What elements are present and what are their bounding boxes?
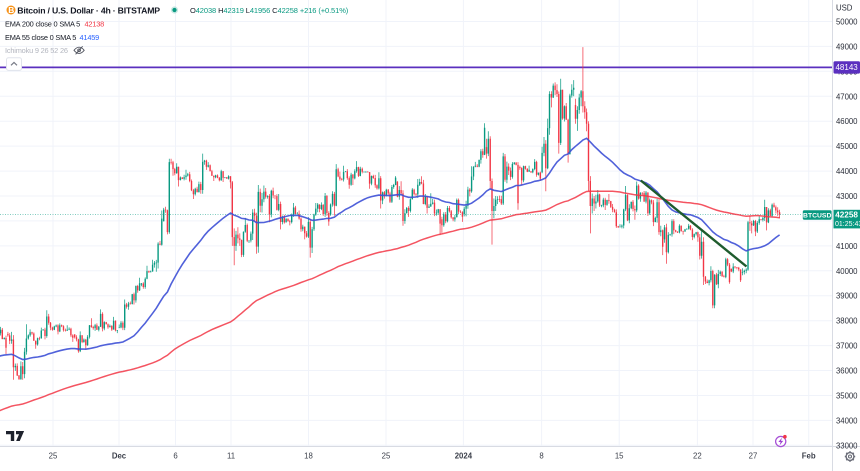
svg-text:40000: 40000: [836, 267, 858, 276]
svg-text:47000: 47000: [836, 92, 858, 101]
svg-text:45000: 45000: [836, 142, 858, 151]
svg-text:35000: 35000: [836, 392, 858, 401]
svg-text:Feb: Feb: [802, 452, 816, 461]
svg-text:15: 15: [615, 452, 624, 461]
svg-text:USD: USD: [836, 4, 853, 13]
svg-text:39000: 39000: [836, 292, 858, 301]
svg-text:8: 8: [539, 452, 543, 461]
svg-text:01:25:43: 01:25:43: [835, 221, 860, 228]
svg-text:38000: 38000: [836, 317, 858, 326]
svg-text:2024: 2024: [455, 452, 473, 461]
svg-text:43000: 43000: [836, 192, 858, 201]
svg-text:36000: 36000: [836, 367, 858, 376]
svg-text:44000: 44000: [836, 167, 858, 176]
svg-text:49000: 49000: [836, 42, 858, 51]
svg-text:25: 25: [382, 452, 391, 461]
svg-text:11: 11: [227, 452, 235, 461]
svg-text:B: B: [8, 5, 14, 15]
svg-text:33000: 33000: [836, 441, 858, 450]
svg-text:22: 22: [693, 452, 702, 461]
svg-text:48143: 48143: [835, 63, 858, 72]
svg-text:27: 27: [749, 452, 758, 461]
svg-text:18: 18: [304, 452, 313, 461]
svg-text:42258: 42258: [835, 210, 858, 219]
svg-text:6: 6: [173, 452, 177, 461]
svg-text:25: 25: [49, 452, 58, 461]
svg-text:37000: 37000: [836, 342, 858, 351]
svg-text:O42038 H42319 L41956 C42258 +2: O42038 H42319 L41956 C42258 +216 (+0.51%…: [190, 6, 349, 15]
svg-text:Bitcoin / U.S. Dollar · 4h · B: Bitcoin / U.S. Dollar · 4h · BITSTAMP: [17, 5, 160, 15]
svg-text:50000: 50000: [836, 18, 858, 27]
svg-text:46000: 46000: [836, 117, 858, 126]
svg-text:Dec: Dec: [112, 452, 127, 461]
svg-text:34000: 34000: [836, 416, 858, 425]
svg-text:BTCUSD: BTCUSD: [803, 212, 831, 219]
svg-text:41000: 41000: [836, 242, 858, 251]
svg-text:Ichimoku 9 26 52 26: Ichimoku 9 26 52 26: [5, 46, 68, 55]
